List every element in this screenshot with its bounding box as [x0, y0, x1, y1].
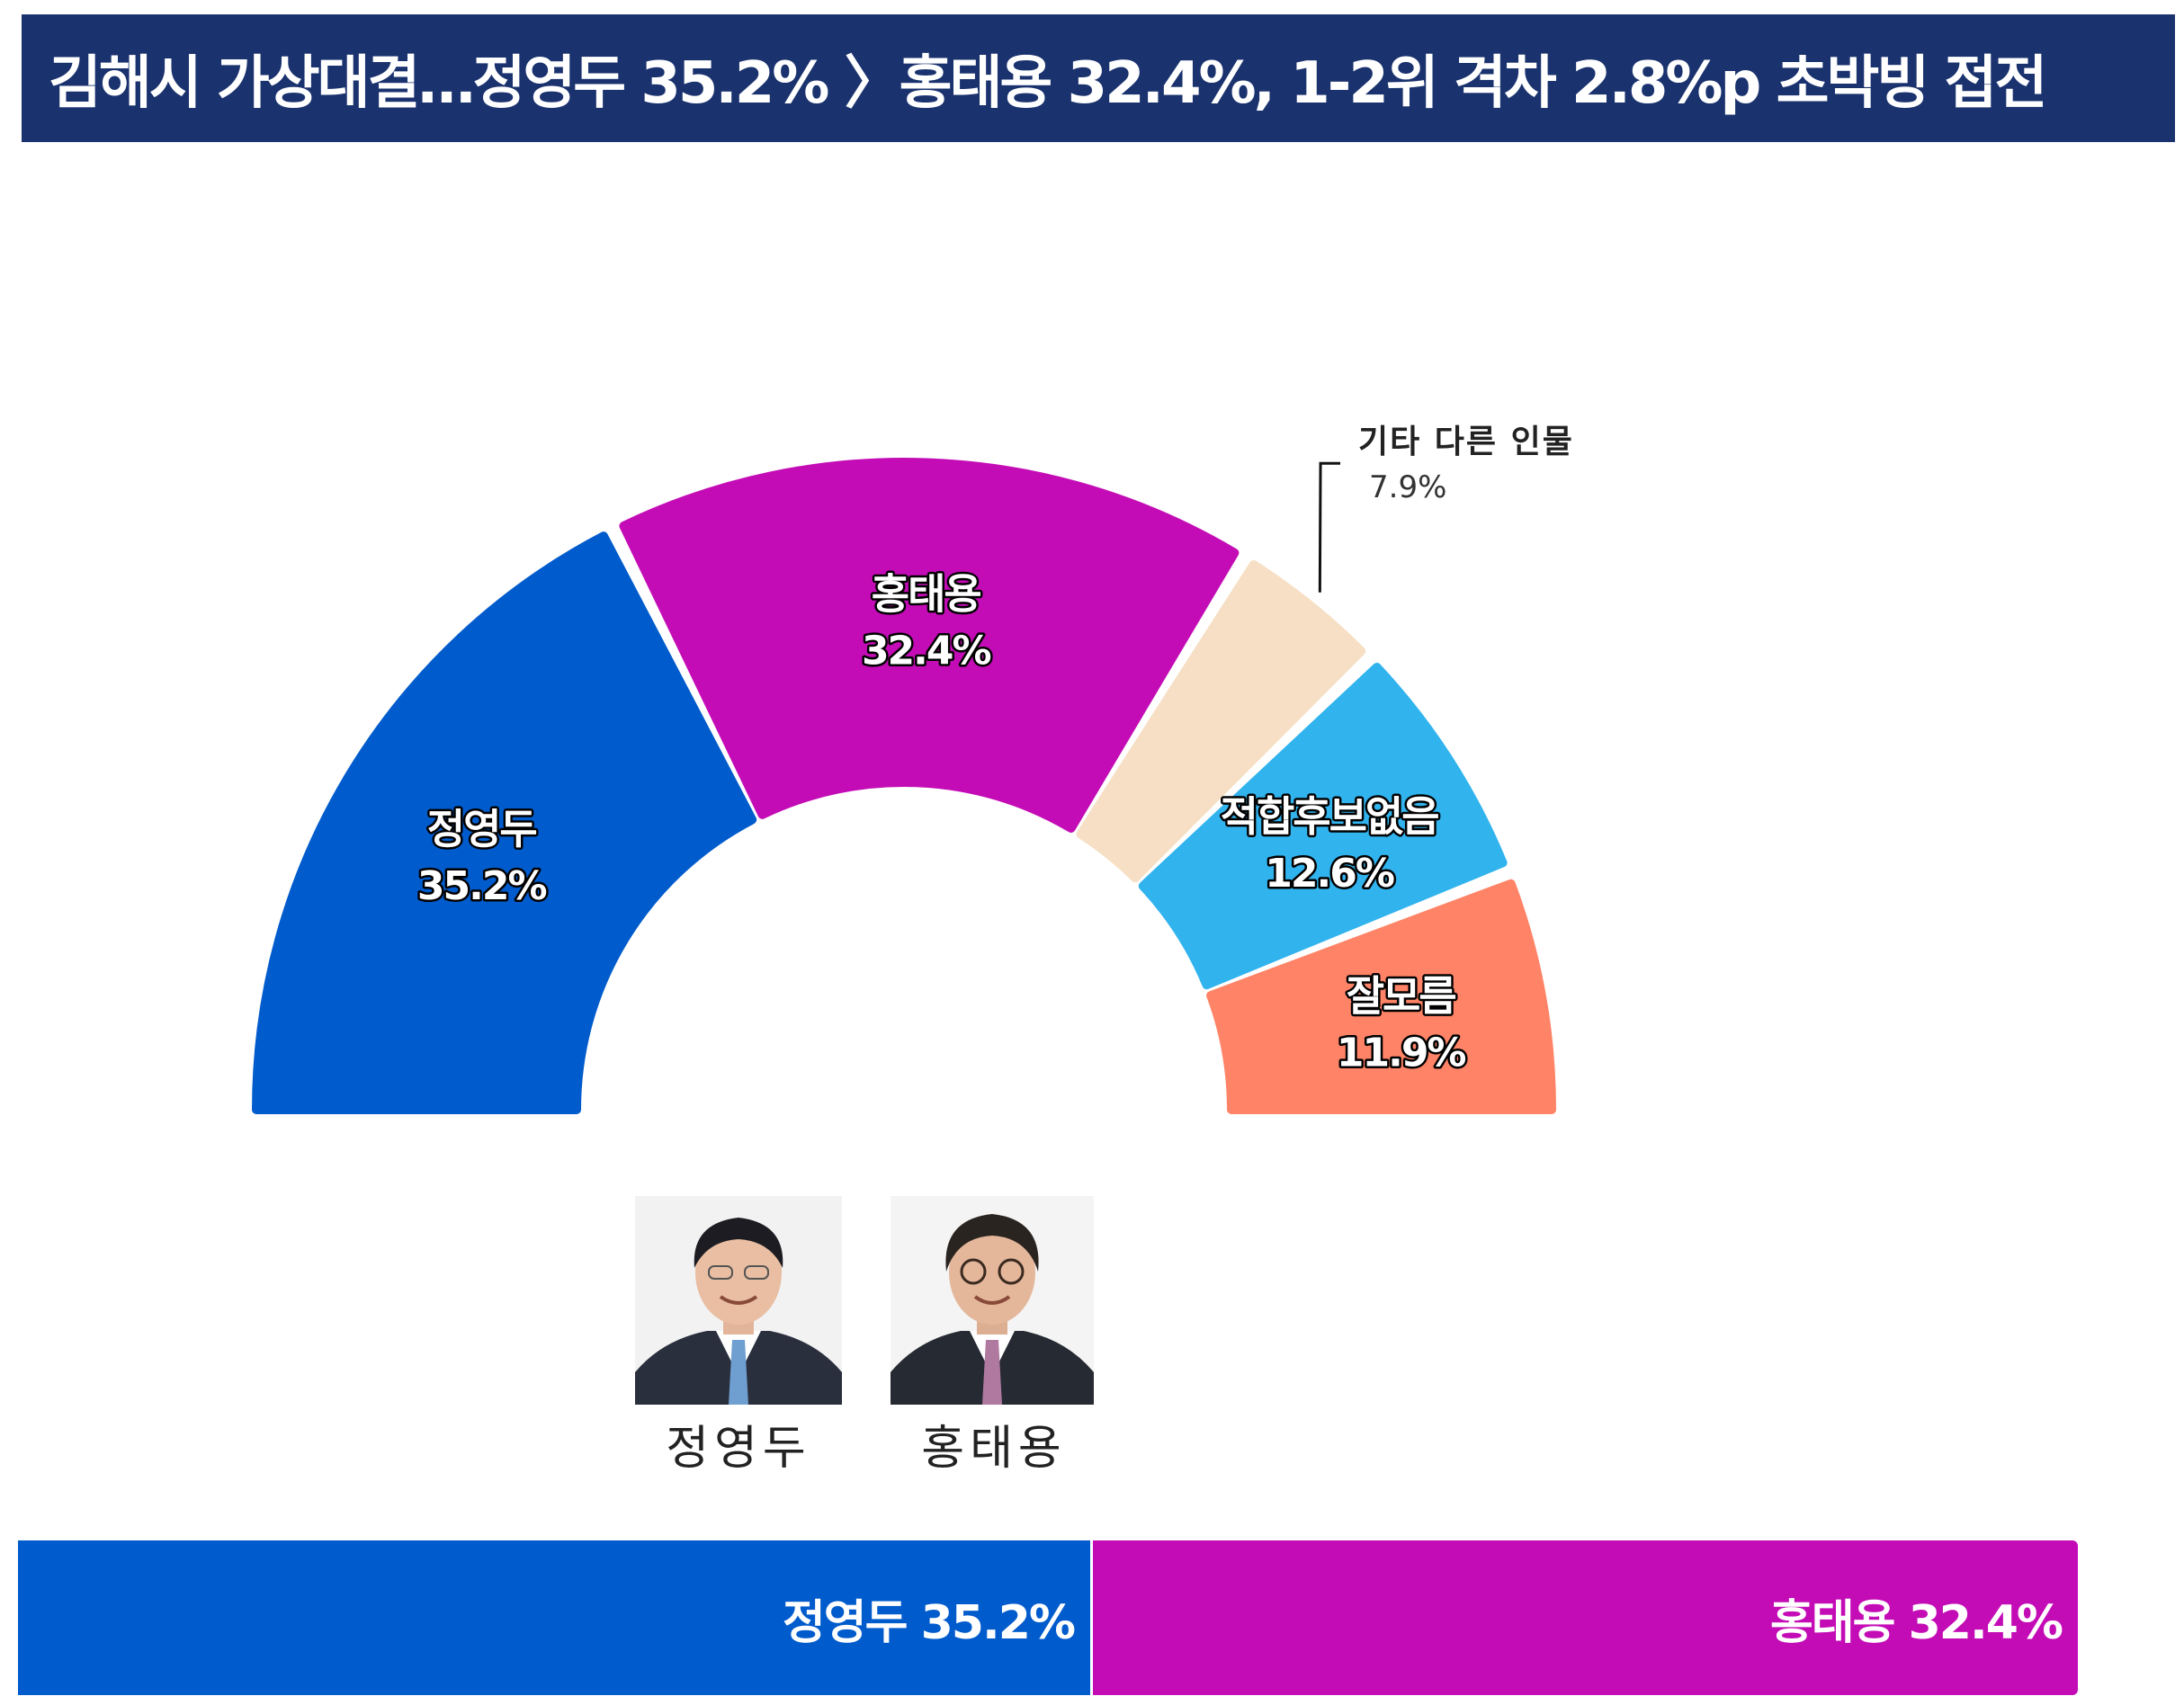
slice-4-value: 11.9% — [1337, 1031, 1466, 1076]
candidate-photo-2 — [891, 1196, 1094, 1405]
slice-3 — [1138, 663, 1508, 990]
slice-2-name: 기타 다른 인물 — [1358, 424, 1574, 460]
slice-1 — [619, 458, 1240, 833]
candidate-name-2: 홍태용 — [921, 1422, 1067, 1476]
comparison-bar-right-label: 홍태용 32.4% — [1769, 1595, 2063, 1650]
slice-4 — [1206, 879, 1556, 1114]
title-bar: 김해시 가상대결…정영두 35.2% 〉홍태용 32.4%, 1-2위 격차 2… — [22, 14, 2175, 142]
comparison-bar-left-label: 정영두 35.2% — [782, 1595, 1076, 1650]
slice-0-value: 35.2% — [417, 863, 547, 909]
slice-3-value: 12.6% — [1265, 851, 1394, 897]
slice-0-name: 정영두 — [427, 805, 537, 853]
callout-line — [1318, 461, 1341, 593]
slice-1-name: 홍태용 — [872, 570, 981, 619]
half-donut-chart: 정영두 35.2% 홍태용 32.4% 기타 다른 인물 7.9% 적합후보없음 12.6% 잘… — [252, 424, 1574, 1114]
slice-0 — [252, 531, 757, 1114]
comparison-bar-left: 정영두 35.2% — [18, 1540, 1090, 1695]
comparison-bar-right: 홍태용 32.4% — [1093, 1540, 2078, 1695]
slice-3-name: 적합후보없음 — [1221, 792, 1439, 841]
slice-2 — [1076, 559, 1366, 883]
slice-1-value: 32.4% — [862, 629, 991, 674]
candidate-name-1: 정영두 — [666, 1422, 811, 1476]
candidate-photo-1 — [635, 1196, 842, 1405]
slice-4-name: 잘모름 — [1347, 972, 1456, 1021]
page-title: 김해시 가상대결…정영두 35.2% 〉홍태용 32.4%, 1-2위 격차 2… — [49, 50, 2047, 117]
slice-2-value: 7.9% — [1369, 469, 1446, 505]
